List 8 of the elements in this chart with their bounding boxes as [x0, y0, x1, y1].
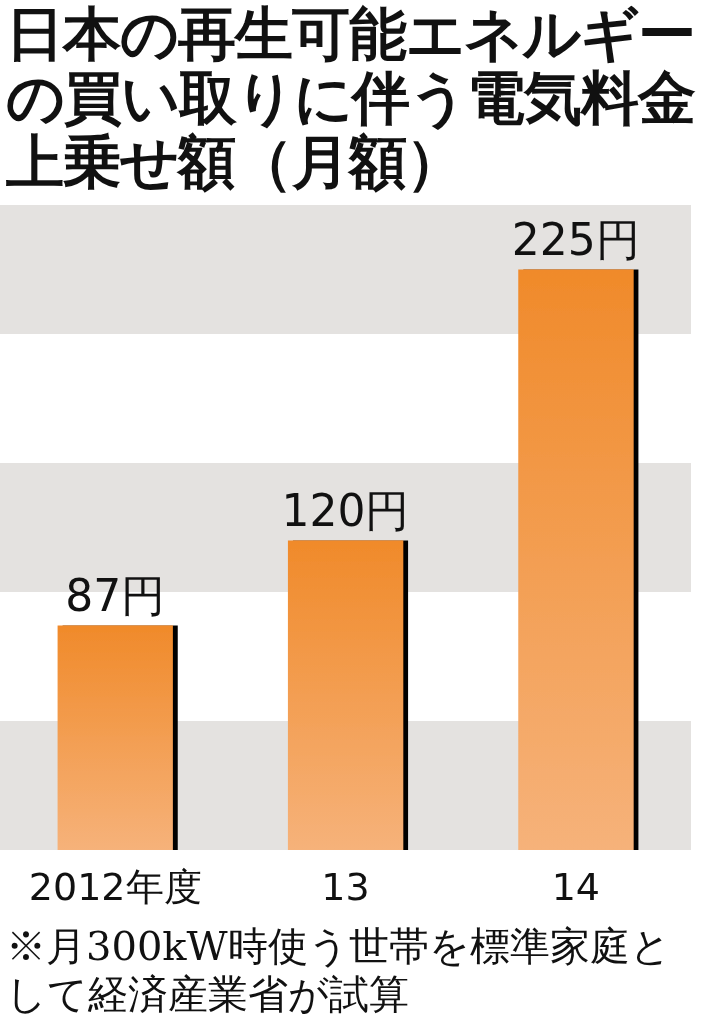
- data-label: 225円: [511, 214, 640, 265]
- x-tick-label: 2012年度: [28, 865, 202, 909]
- text: ※月300kW時使う世帯を標準家庭として経済産業省が試算: [6, 922, 672, 1018]
- data-label: 120円: [281, 484, 410, 536]
- x-tick-label: 14: [551, 865, 601, 909]
- x-tick-label: 13: [321, 865, 370, 909]
- chart-title: 日本の再生可能エネルギーの買い取りに伴う電気料金上乗せ額（月額）: [6, 0, 696, 196]
- data-label: 87円: [65, 570, 166, 622]
